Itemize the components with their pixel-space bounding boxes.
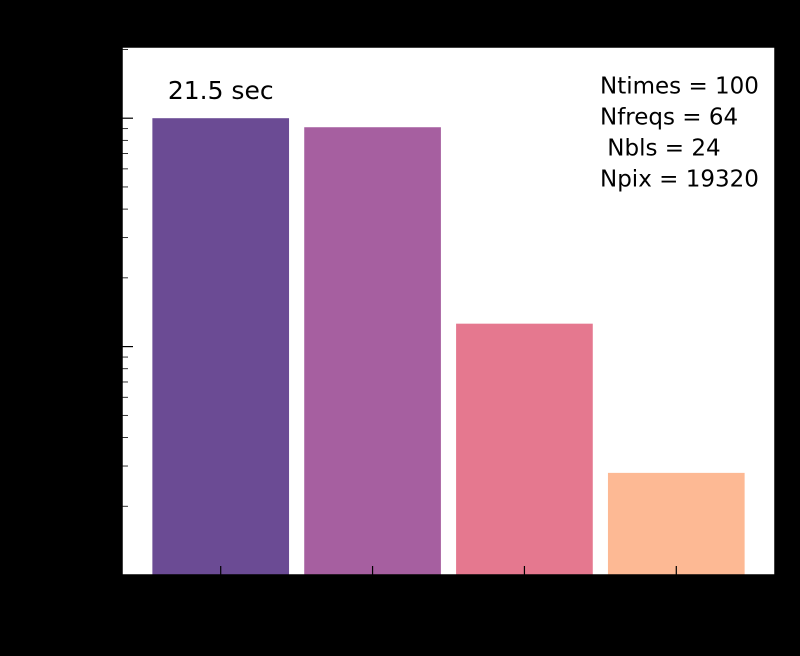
annotation: Ntimes = 100	[600, 74, 759, 100]
bar	[304, 127, 441, 575]
axes-frame	[121, 46, 776, 576]
bar	[607, 472, 745, 575]
bar	[456, 323, 593, 575]
annotation: Nbls = 24	[600, 136, 721, 162]
annotation: Npix = 19320	[600, 167, 759, 193]
annotation: Nfreqs = 64	[600, 105, 738, 131]
bar	[152, 118, 290, 575]
bar-label: 21.5 sec	[168, 76, 274, 105]
